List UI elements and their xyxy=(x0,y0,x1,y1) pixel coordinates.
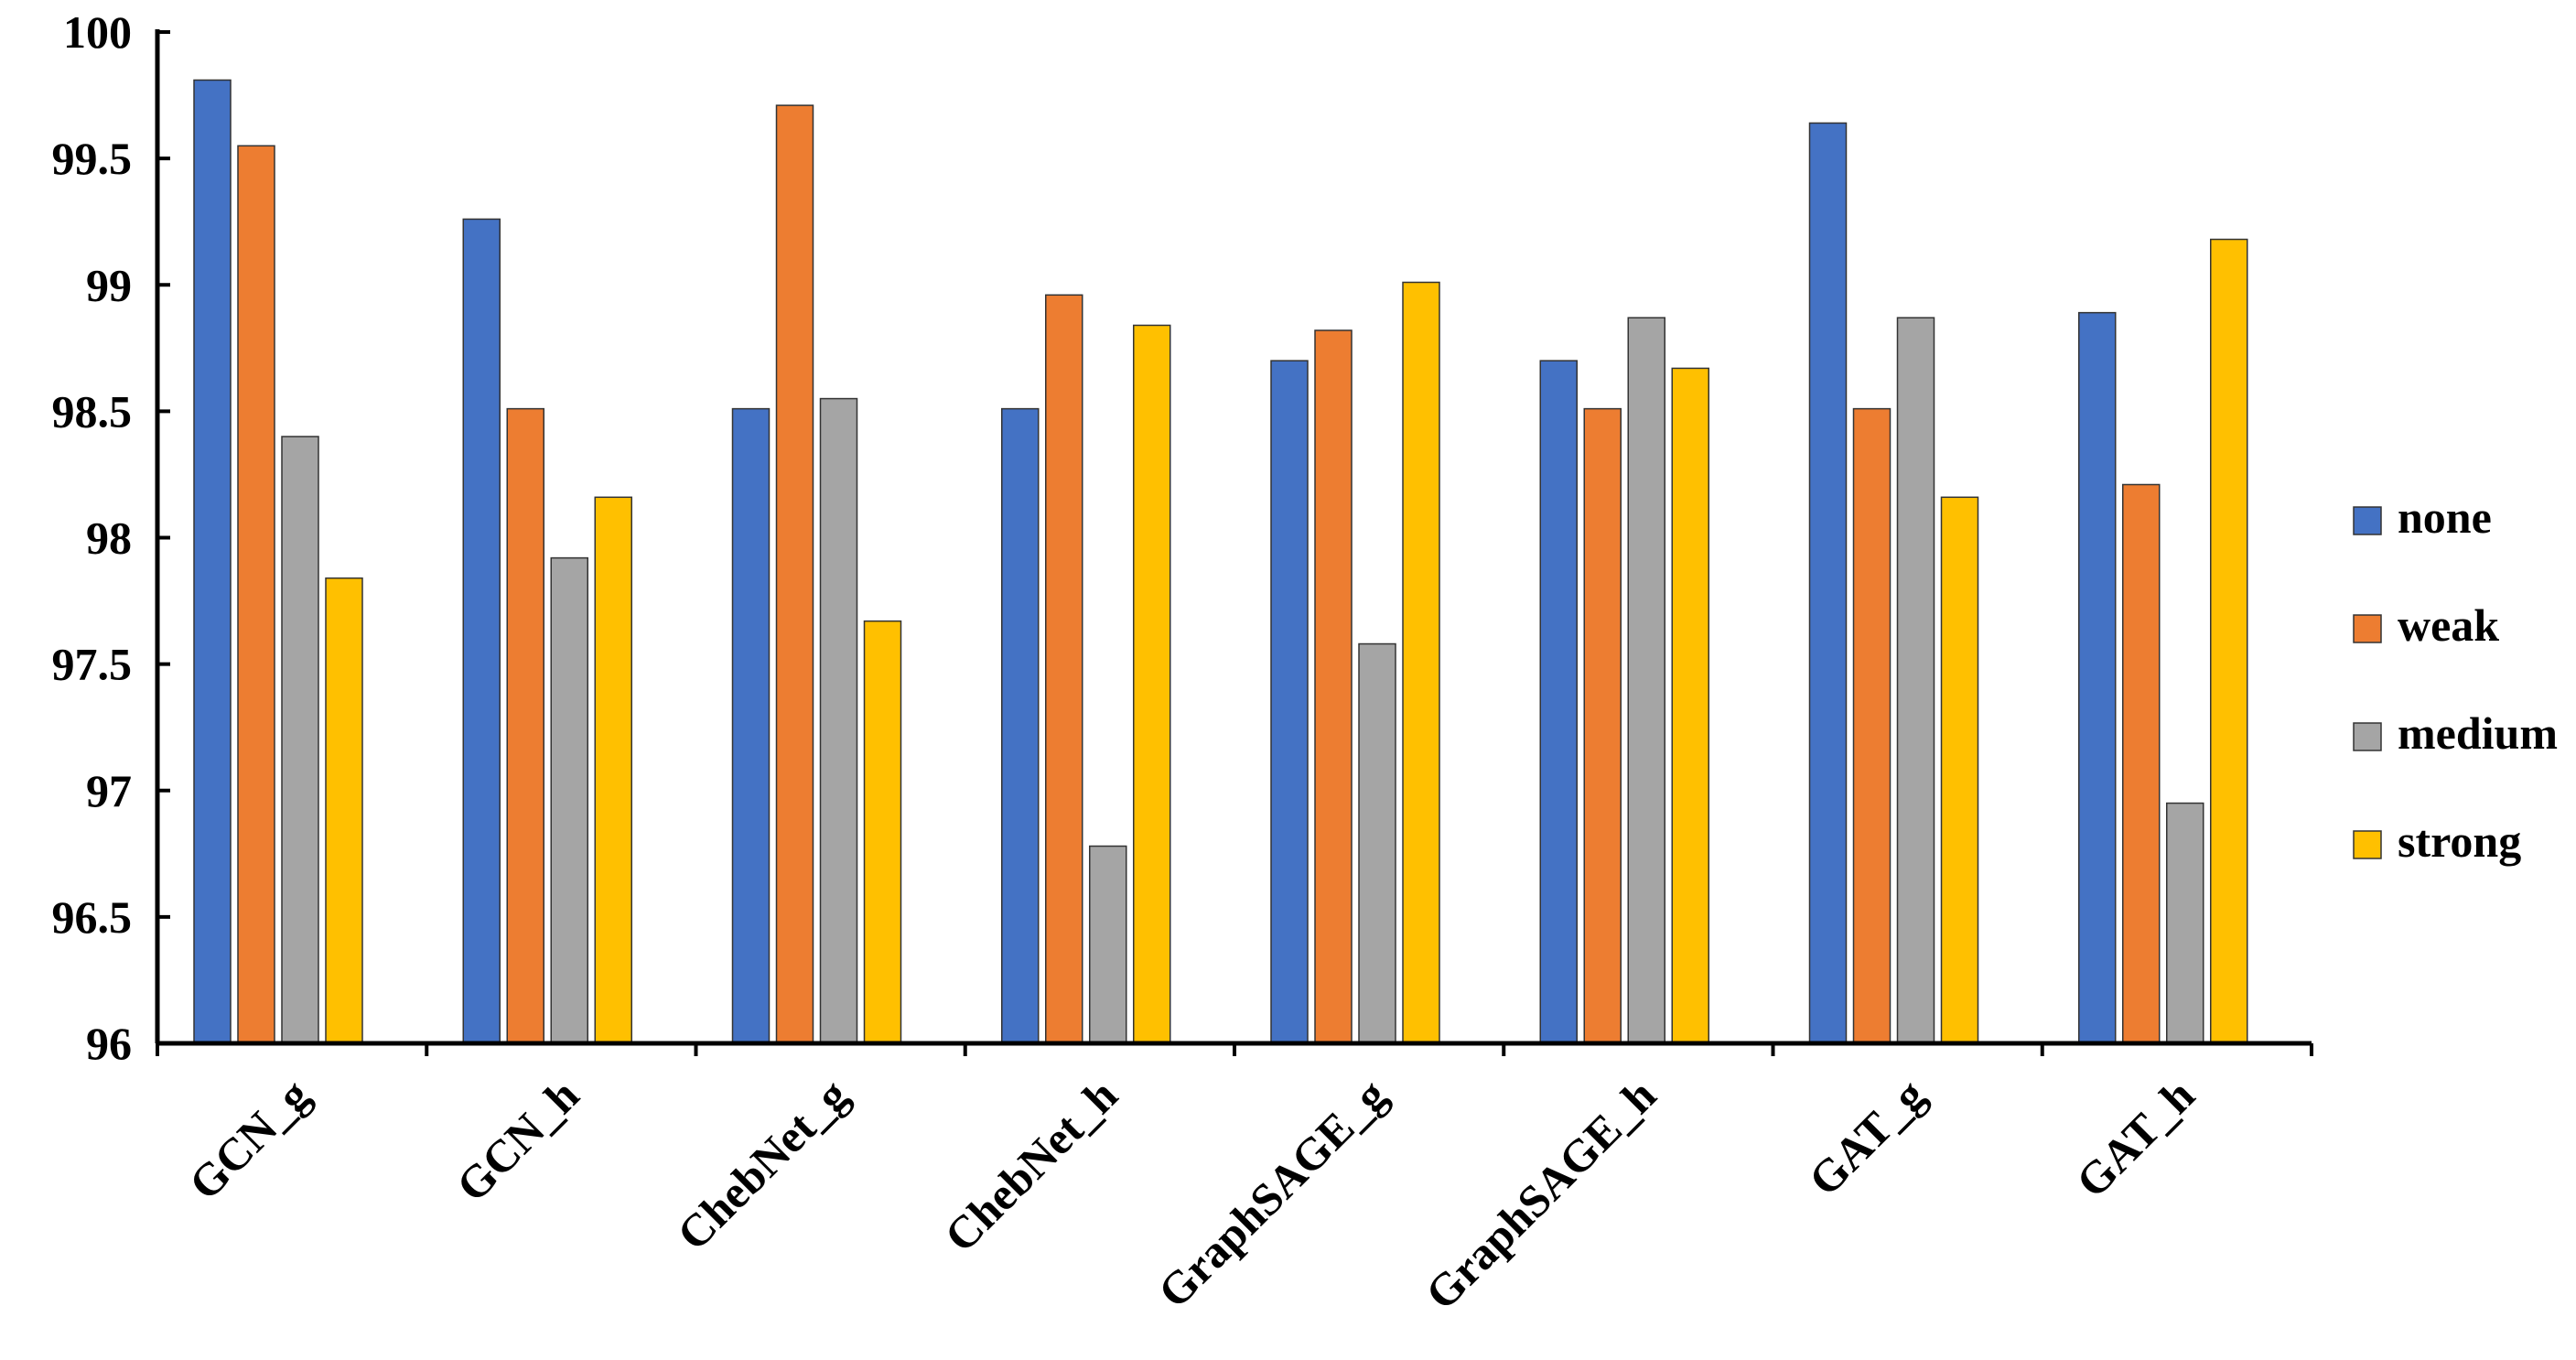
bar-medium-GraphSAGE_g xyxy=(1358,642,1396,1044)
bar-medium-GAT_g xyxy=(1896,317,1935,1044)
x-tick-label: GCN_g xyxy=(178,1069,319,1210)
legend-label-medium: medium xyxy=(2398,707,2558,759)
y-tick-label: 96.5 xyxy=(52,891,133,943)
legend: none weak medium strong xyxy=(2353,491,2558,867)
y-tick-label: 98.5 xyxy=(52,385,133,437)
bar-strong-GAT_g xyxy=(1940,496,1979,1044)
bar-medium-GCN_h xyxy=(550,556,588,1044)
x-tick-label: GAT_h xyxy=(2066,1069,2204,1207)
bar-strong-GCN_h xyxy=(594,496,632,1044)
x-tick-label: GCN_h xyxy=(447,1069,589,1212)
y-tick-label: 100 xyxy=(63,6,132,58)
x-tick-label: GAT_g xyxy=(1798,1069,1935,1205)
bar-none-GAT_h xyxy=(2078,311,2117,1044)
bar-none-GAT_g xyxy=(1808,122,1848,1044)
x-tick-label: ChebNet_g xyxy=(667,1069,858,1260)
bar-none-GCN_g xyxy=(193,79,232,1044)
bar-none-GCN_h xyxy=(462,218,501,1044)
legend-swatch-none xyxy=(2353,506,2382,535)
bar-weak-GAT_g xyxy=(1852,407,1892,1044)
y-tick-label: 99.5 xyxy=(52,133,133,184)
x-tick-labels: GCN_g GCN_h ChebNet_g ChebNet_h GraphSAGE_g G… xyxy=(178,1069,2204,1320)
y-tick-label: 96 xyxy=(86,1018,132,1069)
bar-strong-GraphSAGE_h xyxy=(1671,367,1709,1044)
bar-strong-GraphSAGE_g xyxy=(1402,281,1440,1044)
y-tick-label: 97.5 xyxy=(52,639,133,690)
bar-strong-ChebNet_h xyxy=(1133,324,1171,1044)
axes-layer xyxy=(155,29,2313,1056)
y-tick-label: 97 xyxy=(86,765,132,816)
bar-weak-GAT_h xyxy=(2122,483,2161,1044)
legend-swatch-medium xyxy=(2353,722,2382,751)
bar-none-GraphSAGE_h xyxy=(1539,360,1578,1044)
y-tick-labels: 96 96.5 97 97.5 98 98.5 99 99.5 100 xyxy=(52,6,133,1069)
legend-label-none: none xyxy=(2398,491,2492,543)
bar-weak-ChebNet_g xyxy=(775,104,814,1044)
x-tick-label: ChebNet_h xyxy=(934,1069,1127,1262)
bars-layer xyxy=(193,79,2248,1044)
x-tick-label: GraphSAGE_h xyxy=(1416,1069,1666,1320)
bar-none-ChebNet_h xyxy=(1001,407,1040,1044)
legend-swatch-strong xyxy=(2353,830,2382,859)
y-tick-label: 98 xyxy=(86,513,132,564)
bar-weak-GCN_h xyxy=(506,407,544,1044)
bar-medium-GraphSAGE_h xyxy=(1627,317,1665,1044)
legend-label-strong: strong xyxy=(2398,815,2521,867)
bar-strong-GAT_h xyxy=(2210,238,2248,1044)
bar-weak-GraphSAGE_g xyxy=(1314,329,1353,1044)
bar-weak-ChebNet_h xyxy=(1045,294,1083,1044)
legend-swatch-weak xyxy=(2353,614,2382,643)
x-tick-label: GraphSAGE_g xyxy=(1148,1069,1396,1317)
bar-none-ChebNet_g xyxy=(731,407,771,1044)
legend-label-weak: weak xyxy=(2398,599,2499,651)
bar-weak-GraphSAGE_h xyxy=(1583,407,1622,1044)
bar-medium-GAT_h xyxy=(2166,802,2204,1044)
bar-strong-GCN_g xyxy=(325,577,363,1044)
y-tick-label: 99 xyxy=(86,259,132,310)
bar-medium-ChebNet_g xyxy=(819,397,858,1044)
bar-medium-GCN_g xyxy=(281,436,319,1044)
bar-strong-ChebNet_g xyxy=(863,620,902,1044)
bar-medium-ChebNet_h xyxy=(1089,845,1127,1044)
bar-none-GraphSAGE_g xyxy=(1270,360,1309,1044)
bar-weak-GCN_g xyxy=(237,145,275,1044)
